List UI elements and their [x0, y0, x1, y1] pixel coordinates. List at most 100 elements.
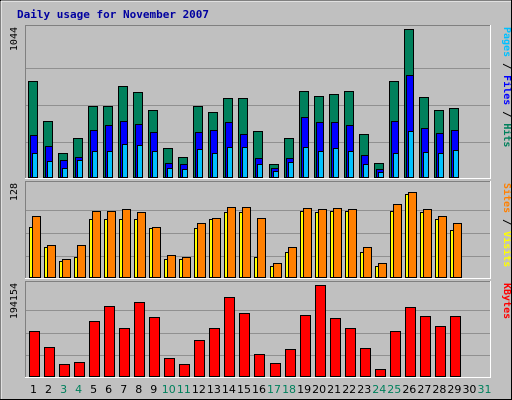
bar-pages-day-13: [212, 153, 218, 178]
bar-pages-day-20: [318, 151, 324, 178]
bar-pages-day-1: [32, 153, 38, 178]
panel-hits-files-pages: 1044 Pages / Files / Hits: [9, 25, 512, 179]
bar-pages-day-29: [453, 150, 459, 178]
bar-pages-day-19: [303, 147, 309, 178]
x-tick-20: 20: [312, 383, 326, 396]
legend-entry-2: Files: [501, 75, 512, 105]
bar-sites-day-9: [152, 227, 161, 278]
bar-sites-day-29: [453, 223, 462, 278]
bar-kbytes-day-20: [315, 285, 326, 377]
x-tick-26: 26: [402, 383, 416, 396]
bar-kbytes-day-11: [179, 364, 190, 377]
bar-sites-day-1: [32, 216, 41, 278]
x-tick-19: 19: [297, 383, 311, 396]
bar-kbytes-day-4: [74, 362, 85, 377]
bar-pages-day-25: [393, 153, 399, 178]
x-tick-21: 21: [327, 383, 341, 396]
bar-kbytes-day-12: [194, 340, 205, 377]
panel-kbytes: 194154 KBytes: [9, 281, 512, 378]
bar-kbytes-day-7: [119, 328, 130, 377]
bar-kbytes-day-14: [224, 297, 235, 377]
bar-sites-day-19: [303, 208, 312, 278]
y-max-label: 128: [9, 183, 20, 201]
bar-kbytes-day-6: [104, 306, 115, 377]
bar-kbytes-day-24: [375, 369, 386, 377]
bar-sites-day-18: [288, 247, 297, 278]
x-tick-31: 31: [477, 383, 491, 396]
x-tick-11: 11: [177, 383, 191, 396]
x-tick-27: 27: [417, 383, 431, 396]
bar-pages-day-2: [47, 161, 53, 178]
bar-kbytes-day-1: [29, 331, 40, 377]
legend-entry-3: /: [501, 105, 512, 123]
x-tick-3: 3: [60, 383, 67, 396]
bar-sites-day-25: [393, 204, 402, 278]
series-sites: [32, 192, 462, 278]
x-axis-ticks: 1 2 3 4 5 6 7 8 9 10 11 12 13 14 15 16 17 18 19 20 21 22 23 24 2…: [30, 383, 491, 396]
panel-visits-sites: 128 Sites / Visits: [9, 181, 512, 279]
bar-sites-day-8: [137, 212, 146, 278]
bar-pages-day-10: [167, 168, 173, 178]
bar-sites-day-12: [197, 223, 206, 278]
x-tick-18: 18: [282, 383, 296, 396]
bar-kbytes-day-13: [209, 328, 220, 377]
bar-sites-day-6: [107, 211, 116, 278]
bar-sites-day-27: [423, 209, 432, 278]
x-tick-29: 29: [447, 383, 461, 396]
panels-layer: 1044 Pages / Files / Hits 128 Sites / Visit…: [9, 25, 512, 378]
y-max-label: 194154: [9, 283, 20, 319]
bar-kbytes-day-10: [164, 358, 175, 377]
legend-label: KBytes: [501, 283, 512, 319]
bar-pages-day-23: [363, 164, 369, 178]
bar-kbytes-day-16: [254, 354, 265, 377]
bar-kbytes-day-18: [285, 349, 296, 377]
x-tick-10: 10: [162, 383, 176, 396]
x-tick-15: 15: [237, 383, 251, 396]
x-tick-24: 24: [372, 383, 386, 396]
x-tick-22: 22: [342, 383, 356, 396]
bar-pages-day-22: [348, 151, 354, 178]
bar-pages-day-17: [273, 171, 279, 178]
x-tick-14: 14: [222, 383, 236, 396]
series-kbytes: [29, 285, 461, 377]
bar-sites-day-2: [47, 245, 56, 278]
bar-kbytes-day-22: [345, 328, 356, 377]
bar-pages-day-26: [408, 131, 414, 178]
bar-kbytes-day-3: [59, 364, 70, 377]
x-tick-7: 7: [120, 383, 127, 396]
bar-pages-day-14: [227, 147, 233, 178]
bar-pages-day-12: [197, 149, 203, 178]
bar-pages-day-21: [333, 148, 339, 178]
bar-kbytes-day-23: [360, 348, 371, 377]
bar-sites-day-17: [273, 263, 282, 278]
legend-entry-2: Visits: [501, 231, 512, 267]
x-tick-6: 6: [105, 383, 112, 396]
bar-sites-day-14: [227, 207, 236, 278]
legend-entry-1: /: [501, 213, 512, 231]
bar-pages-day-24: [378, 172, 384, 178]
bar-kbytes-day-15: [239, 313, 250, 377]
legend-label: Pages / Files / Hits: [501, 27, 512, 147]
series-pages: [32, 131, 459, 178]
x-tick-13: 13: [207, 383, 221, 396]
bar-sites-day-24: [378, 263, 387, 278]
legend-label: Sites / Visits: [501, 183, 512, 267]
x-tick-1: 1: [30, 383, 37, 396]
legend-entry-0: Pages: [501, 27, 512, 57]
bar-sites-day-15: [242, 207, 251, 278]
y-max-label: 1044: [9, 27, 20, 51]
bar-kbytes-day-9: [149, 317, 160, 377]
legend-entry-0: Sites: [501, 183, 512, 213]
bar-pages-day-27: [423, 152, 429, 178]
legend-entry-1: /: [501, 57, 512, 75]
x-tick-16: 16: [252, 383, 266, 396]
bar-sites-day-22: [348, 209, 357, 278]
bar-kbytes-day-2: [44, 347, 55, 377]
bar-sites-day-21: [333, 208, 342, 278]
bar-sites-day-28: [438, 216, 447, 278]
bar-sites-day-5: [92, 211, 101, 278]
x-tick-4: 4: [75, 383, 82, 396]
bar-pages-day-18: [288, 162, 294, 178]
bar-kbytes-day-29: [450, 316, 461, 377]
